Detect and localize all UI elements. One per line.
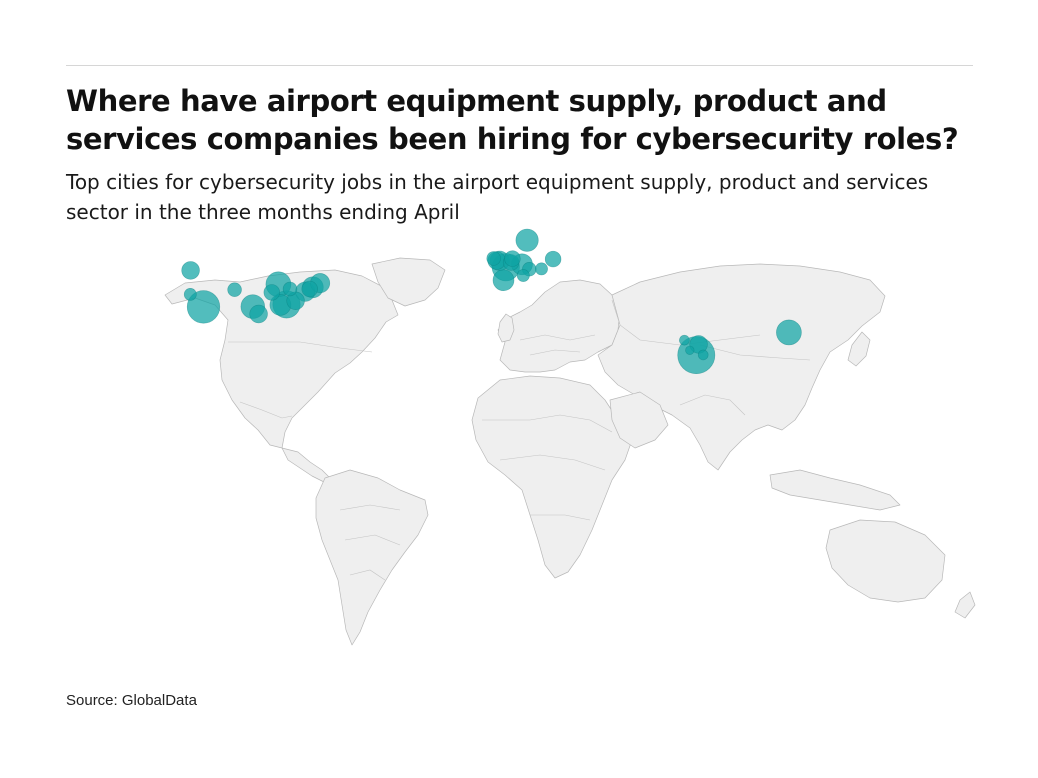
city-bubble bbox=[685, 345, 695, 355]
land-south-america bbox=[315, 469, 429, 646]
border-sa-1 bbox=[339, 504, 401, 511]
city-bubble bbox=[492, 269, 515, 292]
border-sa-3 bbox=[349, 569, 386, 581]
city-bubble bbox=[486, 251, 501, 266]
border-russia bbox=[611, 299, 761, 346]
city-bubble bbox=[301, 280, 318, 298]
country-borders bbox=[228, 299, 811, 581]
land-africa bbox=[471, 375, 633, 579]
city-bubbles bbox=[181, 228, 802, 375]
land-se-asia-islands bbox=[769, 469, 901, 511]
chart-subtitle: Top cities for cybersecurity jobs in the… bbox=[66, 170, 929, 224]
land-uk bbox=[497, 313, 515, 343]
city-bubble bbox=[776, 319, 802, 346]
land-new-zealand bbox=[954, 591, 976, 619]
land-australia bbox=[825, 519, 946, 603]
chart-title: Where have airport equipment supply, pro… bbox=[66, 84, 959, 156]
border-us-canada bbox=[228, 341, 373, 353]
land-masses bbox=[164, 257, 976, 646]
city-bubble bbox=[679, 334, 690, 346]
city-bubble bbox=[515, 228, 539, 252]
source-note: Source: GlobalData bbox=[66, 692, 197, 709]
land-greenland bbox=[371, 257, 446, 307]
city-bubble bbox=[181, 261, 200, 280]
land-arabia bbox=[609, 391, 669, 449]
city-bubble bbox=[249, 304, 268, 324]
border-us-mexico bbox=[239, 401, 293, 419]
land-north-america bbox=[164, 269, 399, 449]
city-bubble bbox=[516, 269, 530, 282]
city-bubble bbox=[544, 250, 562, 268]
border-africa-north bbox=[482, 414, 613, 433]
city-bubble bbox=[697, 349, 709, 361]
city-bubble bbox=[263, 284, 280, 301]
city-bubble bbox=[282, 281, 298, 297]
city-bubble bbox=[183, 287, 197, 301]
land-asia bbox=[597, 263, 886, 471]
border-sa-2 bbox=[344, 534, 401, 546]
city-bubble bbox=[186, 290, 221, 324]
border-india bbox=[679, 394, 746, 416]
border-africa-mid bbox=[499, 454, 606, 471]
city-bubble bbox=[504, 250, 521, 267]
border-china bbox=[699, 344, 811, 361]
border-africa-south bbox=[530, 514, 591, 521]
land-japan bbox=[847, 331, 871, 367]
city-bubble bbox=[227, 282, 242, 297]
border-europe-1 bbox=[519, 334, 596, 341]
top-divider bbox=[66, 65, 973, 66]
land-central-america bbox=[281, 447, 331, 483]
border-europe-2 bbox=[529, 349, 581, 356]
city-bubble bbox=[535, 262, 548, 276]
